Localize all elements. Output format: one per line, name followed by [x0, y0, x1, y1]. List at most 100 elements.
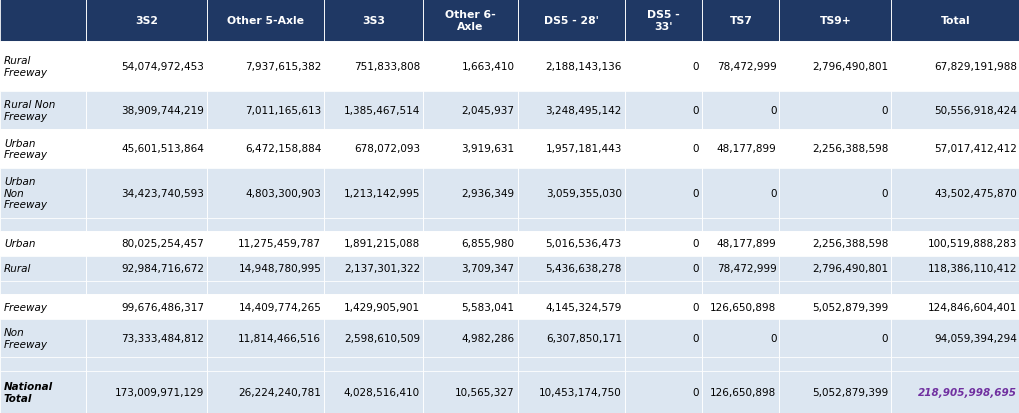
- Text: 2,796,490,801: 2,796,490,801: [811, 62, 888, 72]
- Bar: [779, 0, 891, 42]
- Bar: [625, 256, 701, 281]
- Bar: [86, 231, 207, 256]
- Text: 5,436,638,278: 5,436,638,278: [545, 263, 622, 274]
- Bar: [86, 92, 207, 130]
- Bar: [517, 358, 625, 371]
- Text: 1,957,181,443: 1,957,181,443: [545, 144, 622, 154]
- Bar: [891, 256, 1019, 281]
- Bar: [86, 130, 207, 168]
- Bar: [779, 358, 891, 371]
- Bar: [423, 319, 517, 358]
- Bar: [517, 371, 625, 413]
- Text: 2,256,388,598: 2,256,388,598: [811, 239, 888, 249]
- Text: 78,472,999: 78,472,999: [716, 62, 775, 72]
- Text: 6,472,158,884: 6,472,158,884: [245, 144, 321, 154]
- Text: 54,074,972,453: 54,074,972,453: [121, 62, 204, 72]
- Text: 7,937,615,382: 7,937,615,382: [245, 62, 321, 72]
- Text: 2,256,388,598: 2,256,388,598: [811, 144, 888, 154]
- Text: 99,676,486,317: 99,676,486,317: [121, 302, 204, 312]
- Text: Urban
Freeway: Urban Freeway: [4, 138, 48, 160]
- Text: Non
Freeway: Non Freeway: [4, 328, 48, 349]
- Bar: [701, 358, 779, 371]
- Bar: [701, 218, 779, 231]
- Bar: [891, 371, 1019, 413]
- Text: TS7: TS7: [729, 16, 752, 26]
- Text: Total: Total: [940, 16, 969, 26]
- Text: 4,145,324,579: 4,145,324,579: [545, 302, 622, 312]
- Bar: [423, 218, 517, 231]
- Bar: [423, 294, 517, 319]
- Text: Urban
Non
Freeway: Urban Non Freeway: [4, 176, 48, 210]
- Bar: [207, 130, 324, 168]
- Text: 57,017,412,412: 57,017,412,412: [933, 144, 1016, 154]
- Text: 126,650,898: 126,650,898: [709, 387, 775, 397]
- Text: 218,905,998,695: 218,905,998,695: [917, 387, 1016, 397]
- Bar: [207, 371, 324, 413]
- Bar: [701, 0, 779, 42]
- Bar: [891, 218, 1019, 231]
- Bar: [779, 256, 891, 281]
- Bar: [891, 231, 1019, 256]
- Bar: [891, 319, 1019, 358]
- Bar: [517, 281, 625, 294]
- Text: 0: 0: [692, 239, 698, 249]
- Text: 0: 0: [769, 106, 775, 116]
- Bar: [0, 319, 86, 358]
- Bar: [0, 130, 86, 168]
- Text: 1,663,410: 1,663,410: [461, 62, 514, 72]
- Text: 34,423,740,593: 34,423,740,593: [121, 188, 204, 198]
- Text: Rural
Freeway: Rural Freeway: [4, 56, 48, 78]
- Bar: [625, 42, 701, 92]
- Text: 38,909,744,219: 38,909,744,219: [121, 106, 204, 116]
- Bar: [625, 130, 701, 168]
- Bar: [625, 371, 701, 413]
- Bar: [0, 371, 86, 413]
- Text: National
Total: National Total: [4, 381, 53, 403]
- Bar: [207, 168, 324, 218]
- Text: 0: 0: [692, 188, 698, 198]
- Text: 0: 0: [692, 333, 698, 344]
- Bar: [625, 0, 701, 42]
- Bar: [324, 218, 423, 231]
- Bar: [324, 256, 423, 281]
- Bar: [517, 319, 625, 358]
- Bar: [324, 281, 423, 294]
- Bar: [423, 358, 517, 371]
- Bar: [86, 218, 207, 231]
- Bar: [0, 0, 86, 42]
- Bar: [779, 319, 891, 358]
- Bar: [891, 281, 1019, 294]
- Bar: [701, 168, 779, 218]
- Text: 678,072,093: 678,072,093: [354, 144, 420, 154]
- Bar: [324, 294, 423, 319]
- Bar: [324, 319, 423, 358]
- Text: 3,248,495,142: 3,248,495,142: [545, 106, 622, 116]
- Text: DS5 - 28': DS5 - 28': [543, 16, 598, 26]
- Text: 50,556,918,424: 50,556,918,424: [933, 106, 1016, 116]
- Bar: [891, 130, 1019, 168]
- Bar: [423, 256, 517, 281]
- Text: 1,385,467,514: 1,385,467,514: [343, 106, 420, 116]
- Bar: [0, 231, 86, 256]
- Text: 78,472,999: 78,472,999: [716, 263, 775, 274]
- Text: 3,059,355,030: 3,059,355,030: [545, 188, 622, 198]
- Text: 1,213,142,995: 1,213,142,995: [343, 188, 420, 198]
- Text: TS9+: TS9+: [818, 16, 851, 26]
- Bar: [0, 294, 86, 319]
- Bar: [86, 281, 207, 294]
- Text: 3,919,631: 3,919,631: [461, 144, 514, 154]
- Text: Freeway: Freeway: [4, 302, 48, 312]
- Text: 0: 0: [692, 263, 698, 274]
- Text: Rural: Rural: [4, 263, 32, 274]
- Text: 100,519,888,283: 100,519,888,283: [926, 239, 1016, 249]
- Bar: [207, 92, 324, 130]
- Bar: [625, 358, 701, 371]
- Text: 1,429,905,901: 1,429,905,901: [343, 302, 420, 312]
- Bar: [207, 231, 324, 256]
- Bar: [207, 42, 324, 92]
- Bar: [207, 218, 324, 231]
- Bar: [625, 294, 701, 319]
- Bar: [423, 92, 517, 130]
- Text: 26,224,240,781: 26,224,240,781: [238, 387, 321, 397]
- Bar: [0, 256, 86, 281]
